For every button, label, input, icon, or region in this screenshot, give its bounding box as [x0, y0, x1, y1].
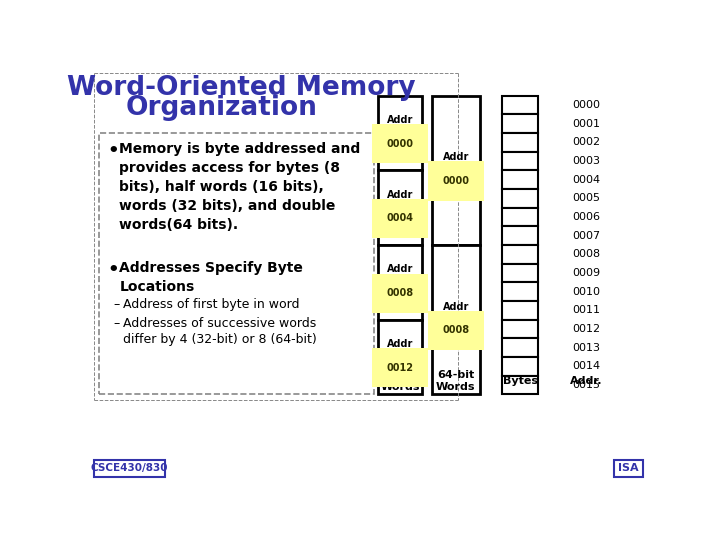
- Bar: [377, 245, 423, 320]
- Bar: [503, 301, 538, 320]
- Bar: [503, 264, 538, 282]
- Text: 0004: 0004: [387, 213, 413, 224]
- Bar: [432, 96, 480, 245]
- Bar: [432, 245, 480, 394]
- Text: 0000: 0000: [387, 139, 413, 148]
- Bar: [503, 376, 538, 394]
- Text: 0002: 0002: [572, 137, 600, 147]
- Text: CSCE430/830: CSCE430/830: [91, 463, 168, 473]
- Text: 0015: 0015: [572, 380, 600, 390]
- Text: 0007: 0007: [572, 231, 600, 241]
- Text: Bytes: Bytes: [503, 376, 538, 386]
- Text: Memory is byte addressed and
provides access for bytes (8
bits), half words (16 : Memory is byte addressed and provides ac…: [120, 142, 361, 232]
- Bar: [614, 460, 644, 477]
- Bar: [503, 245, 538, 264]
- Text: 0014: 0014: [572, 361, 600, 372]
- Text: 0006: 0006: [572, 212, 600, 222]
- Text: 0003: 0003: [572, 156, 600, 166]
- Text: •: •: [107, 142, 119, 160]
- Text: 0005: 0005: [572, 193, 600, 203]
- Bar: [503, 357, 538, 376]
- Text: Organization: Organization: [126, 95, 318, 121]
- Bar: [377, 170, 423, 245]
- Bar: [503, 320, 538, 339]
- Text: Addresses Specify Byte
Locations: Addresses Specify Byte Locations: [120, 261, 303, 294]
- Bar: [377, 320, 423, 394]
- Text: 0004: 0004: [572, 174, 600, 185]
- Bar: [503, 339, 538, 357]
- Text: 64-bit
Words: 64-bit Words: [436, 370, 475, 392]
- Text: Word-Oriented Memory: Word-Oriented Memory: [67, 75, 415, 101]
- Bar: [503, 96, 538, 114]
- Bar: [503, 152, 538, 170]
- Text: Addr
=: Addr =: [387, 339, 413, 360]
- Text: Addr
=: Addr =: [387, 190, 413, 211]
- Text: 0008: 0008: [442, 326, 469, 335]
- Text: 0008: 0008: [572, 249, 600, 259]
- Text: 0000: 0000: [572, 100, 600, 110]
- Bar: [503, 208, 538, 226]
- Text: 32-bit
Words: 32-bit Words: [380, 370, 420, 392]
- Bar: [94, 460, 165, 477]
- Text: Addr
=: Addr =: [387, 264, 413, 285]
- Text: –: –: [113, 298, 120, 311]
- Text: Addr.: Addr.: [570, 376, 602, 386]
- Text: 0000: 0000: [442, 176, 469, 186]
- Text: 0008: 0008: [387, 288, 413, 298]
- Text: 0009: 0009: [572, 268, 600, 278]
- Text: Addr
=: Addr =: [443, 301, 469, 322]
- Text: Address of first byte in word: Address of first byte in word: [122, 298, 299, 311]
- Text: Addr
=: Addr =: [443, 152, 469, 173]
- Text: –: –: [113, 316, 120, 329]
- Bar: [503, 189, 538, 208]
- Text: 0013: 0013: [572, 343, 600, 353]
- Text: Addresses of successive words
differ by 4 (32-bit) or 8 (64-bit): Addresses of successive words differ by …: [122, 316, 316, 346]
- Bar: [503, 170, 538, 189]
- Bar: [503, 226, 538, 245]
- Text: 0010: 0010: [572, 287, 600, 296]
- Bar: [503, 133, 538, 152]
- Text: •: •: [107, 261, 119, 279]
- Text: 0012: 0012: [572, 324, 600, 334]
- Text: 0001: 0001: [572, 119, 600, 129]
- Text: ISA: ISA: [618, 463, 639, 473]
- Bar: [377, 96, 423, 170]
- Text: 0012: 0012: [387, 363, 413, 373]
- Bar: [503, 282, 538, 301]
- Text: Addr
=: Addr =: [387, 115, 413, 136]
- Bar: [99, 132, 374, 394]
- Bar: [503, 114, 538, 133]
- Text: 0011: 0011: [572, 305, 600, 315]
